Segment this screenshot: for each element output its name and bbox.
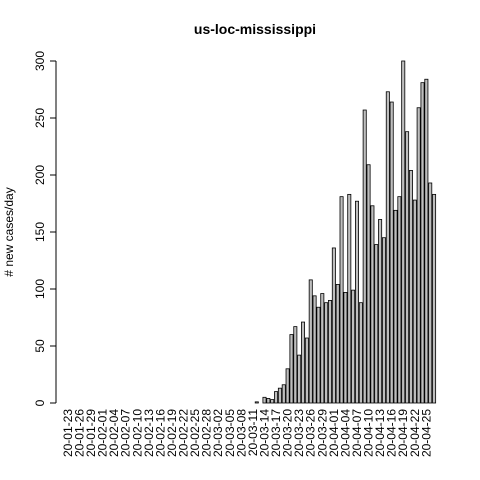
x-tick-label: 20-03-23 [292,409,306,457]
bar-20-04-21 [408,170,413,404]
chart-title: us-loc-mississippi [194,21,316,37]
x-tick-label: 20-01-29 [84,409,98,457]
bar-20-04-09 [362,109,367,404]
bar-20-04-11 [370,205,375,404]
x-tick-label: 20-03-08 [234,409,248,457]
bar-20-03-21 [289,334,294,404]
x-tick-label: 20-03-17 [269,409,283,457]
y-tick-label: 300 [33,51,47,71]
bar-20-04-12 [374,244,379,404]
bar-20-03-14 [262,396,267,404]
x-tick-label: 20-01-26 [72,409,86,457]
bar-20-03-26 [308,279,313,404]
y-axis: 0 50 100 150 200 250 300 [33,51,57,406]
x-tick-label: 20-03-11 [246,409,260,456]
bar-20-04-03 [339,196,344,404]
y-tick-label: 250 [33,108,47,128]
bar-20-03-17 [274,391,279,404]
x-tick-label: 20-02-01 [96,409,110,457]
bar-20-03-24 [301,321,306,404]
bar-20-04-01 [331,247,336,404]
x-tick-label: 20-03-26 [304,409,318,457]
x-tick-label: 20-03-02 [211,409,225,457]
x-tick-label: 20-02-10 [130,409,144,457]
bar-20-04-07 [355,200,359,404]
bar-20-04-27 [432,193,437,404]
x-tick-label: 20-03-29 [315,409,329,457]
bar-20-04-13 [378,219,383,404]
bar-20-04-02 [335,284,340,404]
bar-20-03-15 [266,398,271,404]
x-tick-label: 20-02-07 [119,409,133,457]
bar-20-04-20 [405,131,410,404]
x-tick-label: 20-02-19 [165,409,179,457]
x-axis: 20-01-2320-01-2620-01-2920-02-0120-02-04… [61,409,433,457]
bar-20-03-16 [270,399,275,404]
x-tick-label: 20-02-16 [153,409,167,457]
bar-20-04-10 [366,164,371,404]
x-tick-label: 20-02-25 [188,409,202,457]
bar-20-03-28 [316,306,321,404]
bar-20-04-04 [343,292,348,404]
x-tick-label: 20-04-04 [338,409,352,457]
bar-20-03-23 [297,354,302,404]
bar-20-03-20 [285,368,290,404]
x-tick-label: 20-04-25 [419,409,433,457]
x-tick-label: 20-04-07 [350,409,364,457]
bar-20-04-26 [428,182,433,404]
y-tick-label: 150 [33,222,47,242]
x-tick-label: 20-02-04 [107,409,121,457]
bars [254,60,437,404]
x-tick-label: 20-01-23 [61,409,75,457]
bar-20-04-25 [424,78,429,404]
x-tick-label: 20-03-20 [281,409,295,457]
bar-20-03-31 [328,299,332,404]
bar-20-04-08 [358,302,363,404]
y-tick-label: 100 [33,279,47,299]
bar-20-04-15 [385,91,390,404]
bar-20-03-29 [320,293,325,404]
y-tick-label: 200 [33,165,47,185]
x-tick-label: 20-03-14 [257,409,271,457]
x-tick-label: 20-04-10 [362,409,376,457]
bar-20-03-12 [254,401,259,404]
bar-20-03-27 [312,295,317,404]
x-tick-label: 20-04-22 [408,409,422,457]
x-tick-label: 20-04-16 [385,409,399,457]
bar-20-03-19 [281,384,286,404]
bar-20-04-24 [420,82,425,404]
x-tick-label: 20-02-28 [200,409,214,457]
bar-20-03-22 [293,326,298,404]
bar-20-03-18 [277,387,282,404]
bar-20-04-18 [397,196,402,404]
x-tick-label: 20-02-22 [177,409,191,457]
bar-20-04-22 [412,199,417,404]
x-tick-label: 20-04-19 [396,409,410,457]
bar-20-04-19 [401,60,406,404]
x-tick-label: 20-04-01 [327,409,341,457]
bar-20-04-06 [351,289,356,404]
bar-20-04-14 [381,237,386,404]
bar-20-04-23 [416,107,421,404]
bar-20-04-16 [389,101,394,404]
y-tick-label: 0 [33,399,47,406]
y-axis-label: # new cases/day [2,187,16,276]
y-tick-label: 50 [33,339,47,353]
x-tick-label: 20-03-05 [223,409,237,457]
bar-20-03-25 [304,337,309,404]
bar-20-04-05 [347,193,352,404]
bar-20-04-17 [393,209,398,404]
bar-20-03-30 [324,302,329,404]
x-tick-label: 20-02-13 [142,409,156,457]
x-tick-label: 20-04-13 [373,409,387,457]
